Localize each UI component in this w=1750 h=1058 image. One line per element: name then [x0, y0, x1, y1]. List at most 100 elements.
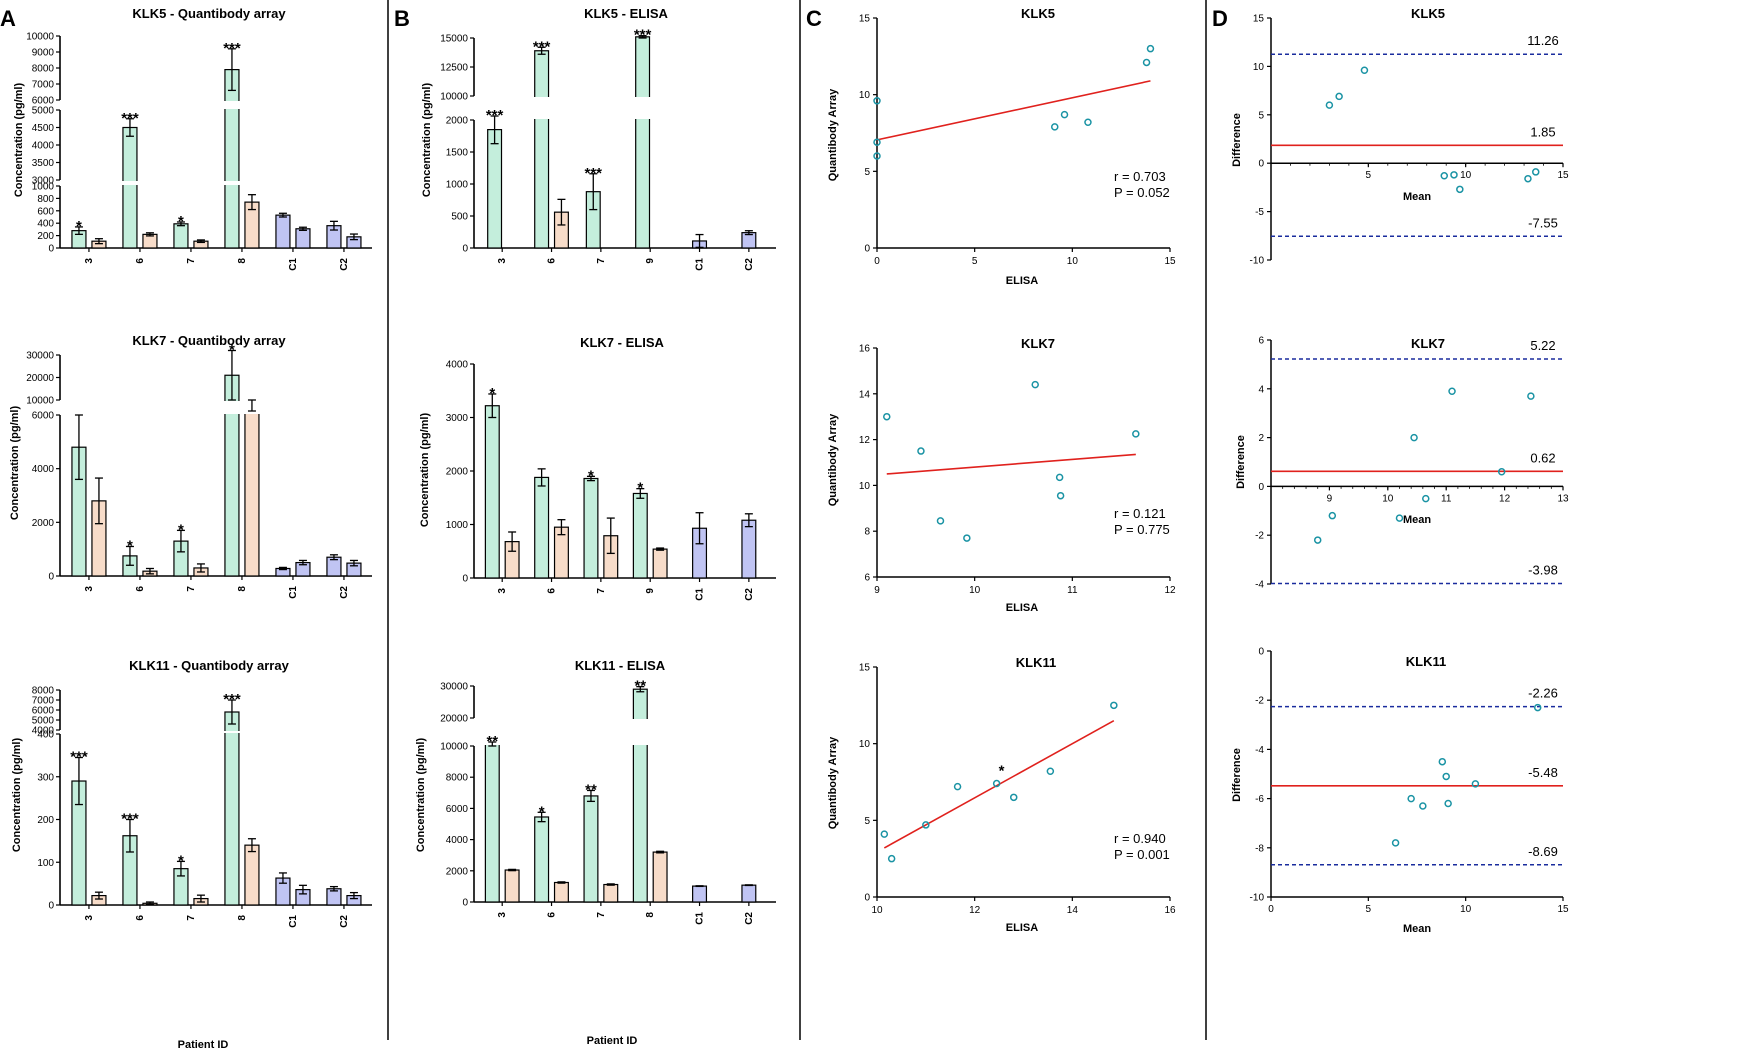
y-tick-label: 10	[859, 90, 871, 101]
correlation-r: r = 0.940	[1114, 831, 1166, 846]
category-label: 3	[84, 915, 95, 921]
data-point	[887, 854, 896, 863]
correlation-r: r = 0.703	[1114, 169, 1166, 184]
x-axis-label-b: Patient ID	[587, 1035, 638, 1047]
chart-title: KLK5	[1021, 6, 1055, 21]
significance-marker: *	[127, 537, 133, 554]
regression-line	[886, 453, 1136, 475]
bar	[122, 126, 138, 249]
data-point	[1313, 536, 1322, 544]
bland-altman-d1: KLK7 Difference -4 -2 0 2 4 6 9 10 11 12 13 Mean 5.22 0…	[1235, 336, 1569, 591]
data-point	[963, 534, 971, 542]
y-axis-label: Difference	[1231, 748, 1243, 802]
data-point	[1084, 118, 1092, 127]
y-tick-label: 9000	[32, 48, 55, 59]
category-label: 7	[186, 258, 197, 264]
bar-chart-b0: KLK5 - ELISA Concentration (pg/ml) 0 500 100…	[421, 6, 776, 271]
category-label: C2	[744, 912, 755, 925]
regression-line	[876, 80, 1151, 141]
bar-break	[632, 719, 649, 745]
x-axis-label-a: Patient ID	[178, 1039, 229, 1051]
data-point	[873, 97, 881, 105]
y-tick-label: 100	[37, 858, 54, 869]
bar-break	[533, 97, 550, 119]
chart-title: KLK11	[1406, 654, 1446, 669]
category-label: 6	[547, 912, 558, 918]
y-tick-label: 30000	[26, 351, 54, 362]
data-point	[1360, 66, 1369, 75]
bar-chart-a1: KLK7 - Quantibody array Concentration (pg…	[9, 333, 372, 599]
bar	[224, 68, 240, 249]
y-tick-label: -2	[1255, 531, 1264, 542]
bar-chart-b1: KLK7 - ELISA Concentration (pg/ml) 0 1000 20…	[419, 335, 776, 601]
x-axis-label: Mean	[1403, 923, 1431, 935]
y-tick-label: 600	[37, 206, 54, 217]
x-tick-label: 0	[874, 256, 880, 267]
bar	[632, 492, 648, 579]
y-axis-label: Difference	[1231, 113, 1243, 167]
bar	[553, 881, 569, 903]
category-label: C2	[339, 258, 350, 271]
y-tick-label: 14	[859, 389, 871, 400]
y-tick-label: 7000	[32, 696, 55, 707]
x-tick-label: 15	[1557, 904, 1569, 915]
bar	[583, 795, 599, 903]
y-axis-label: Difference	[1235, 435, 1247, 489]
y-tick-label: 0	[462, 244, 468, 255]
y-axis-label: Concentration (pg/ml)	[419, 413, 431, 528]
data-point	[880, 830, 889, 838]
significance-marker: *	[539, 803, 545, 820]
y-tick-label: 400	[37, 219, 54, 230]
y-tick-label: 0	[864, 244, 870, 255]
y-tick-label: 800	[37, 194, 54, 205]
x-tick-label: 10	[969, 585, 981, 596]
bar	[275, 214, 291, 249]
data-point	[873, 152, 881, 160]
y-tick-label: 2000	[446, 116, 469, 127]
y-tick-label: 4	[1258, 384, 1264, 395]
significance-marker: ***	[223, 40, 241, 57]
y-tick-label: 4000	[32, 726, 55, 737]
y-axis-label: Concentration (pg/ml)	[415, 738, 427, 853]
upper-limit-label: 5.22	[1530, 338, 1555, 353]
significance-marker: *	[178, 521, 184, 538]
y-tick-label: 6000	[32, 411, 55, 422]
mean-difference-label: -5.48	[1528, 765, 1558, 780]
y-tick-label: 500	[451, 212, 468, 223]
category-label: C2	[339, 586, 350, 599]
data-point	[1497, 468, 1506, 476]
x-axis-label: Mean	[1403, 514, 1431, 526]
data-point	[1450, 171, 1458, 179]
x-tick-label: 12	[1164, 585, 1176, 596]
bland-altman-d0: KLK5 Difference -10 -5 0 5 10 15 5 10 15 Mean 11.26 1…	[1231, 6, 1569, 267]
y-tick-label: 4500	[32, 123, 55, 134]
x-tick-label: 10	[1382, 493, 1394, 504]
y-tick-label: 1000	[446, 180, 469, 191]
y-tick-label: 10000	[440, 92, 468, 103]
category-label: 6	[135, 258, 146, 264]
lower-limit-label: -3.98	[1528, 563, 1558, 578]
data-point	[1009, 793, 1018, 802]
data-point	[1325, 101, 1334, 109]
y-tick-label: 2000	[446, 467, 469, 478]
correlation-p: P = 0.052	[1114, 185, 1170, 200]
y-tick-label: 10	[859, 481, 871, 492]
x-tick-label: 15	[1164, 256, 1176, 267]
significance-marker: *	[76, 218, 82, 235]
y-tick-label: -6	[1255, 794, 1264, 805]
bar	[484, 741, 500, 903]
y-tick-label: 8000	[446, 773, 469, 784]
significance-marker: ***	[533, 38, 551, 55]
data-point	[936, 517, 945, 525]
scatter-chart-c1: KLK7 Quantibody Array ELISA 6 8 10 12 14 16 9 10 11…	[827, 336, 1176, 614]
y-tick-label: -2	[1255, 696, 1264, 707]
panel-label-d: D	[1212, 6, 1228, 31]
significance-marker: *	[588, 467, 594, 484]
y-tick-label: 10000	[26, 396, 54, 407]
data-point	[883, 412, 891, 421]
y-tick-label: 8	[864, 527, 870, 538]
category-label: 8	[237, 915, 248, 921]
bar-break	[634, 97, 651, 119]
category-label: 8	[237, 586, 248, 592]
y-tick-label: 4000	[32, 141, 55, 152]
